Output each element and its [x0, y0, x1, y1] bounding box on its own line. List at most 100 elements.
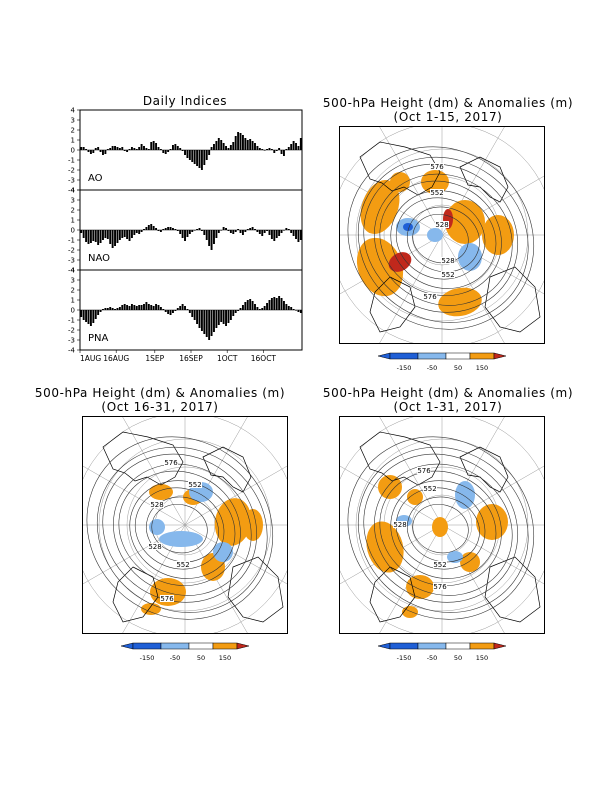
- map1-period: (Oct 1-15, 2017): [393, 110, 503, 124]
- x-tick-label: 1OCT: [217, 354, 238, 363]
- negative-anomaly: [427, 228, 443, 242]
- index-bar: [266, 303, 269, 310]
- contour-label: 552: [423, 485, 436, 493]
- colorbar-segment: [417, 642, 447, 650]
- index-bar: [282, 301, 285, 310]
- index-bar: [162, 150, 165, 153]
- positive-anomaly: [356, 237, 404, 297]
- index-bar: [171, 310, 174, 313]
- index-bar: [123, 230, 126, 237]
- index-bar: [89, 230, 92, 243]
- index-bar: [198, 228, 201, 230]
- index-bar: [203, 150, 206, 165]
- index-bar: [186, 150, 189, 158]
- index-label-ao: AO: [88, 173, 103, 184]
- height-contour: [96, 446, 268, 613]
- contour-label-bg: [433, 583, 447, 590]
- index-bar: [299, 310, 302, 313]
- contour-label-bg: [430, 163, 444, 170]
- index-bar: [234, 136, 237, 150]
- positive-anomaly: [445, 200, 485, 244]
- index-bar: [179, 306, 182, 310]
- height-contour: [357, 446, 529, 613]
- y-tick-label: 1: [71, 297, 75, 305]
- index-label-nao: NAO: [88, 253, 110, 264]
- index-bar: [111, 230, 114, 248]
- index-bar: [184, 230, 186, 241]
- index-bar: [290, 230, 293, 233]
- index-bar: [188, 230, 191, 234]
- height-contour: [357, 156, 529, 323]
- index-bar: [203, 230, 206, 235]
- index-bar: [99, 150, 102, 152]
- index-bar: [249, 228, 252, 230]
- index-bar: [111, 146, 114, 150]
- index-bar: [133, 148, 136, 150]
- index-bar: [295, 310, 297, 311]
- index-bar: [251, 141, 254, 150]
- index-bar: [143, 146, 145, 150]
- index-bar: [106, 308, 109, 310]
- y-tick-label: 1: [71, 137, 75, 145]
- contour-label: 576: [423, 293, 437, 301]
- positive-anomaly: [432, 517, 448, 537]
- meridian: [122, 524, 186, 633]
- index-bar: [152, 306, 155, 310]
- index-bar: [234, 230, 237, 232]
- index-bar: [138, 305, 141, 310]
- index-bar: [256, 146, 259, 150]
- index-bar: [285, 228, 288, 230]
- index-bar: [104, 150, 107, 154]
- contour-label: 528: [150, 501, 163, 509]
- index-bar: [280, 298, 283, 310]
- index-bar: [89, 310, 92, 326]
- index-bar: [261, 308, 264, 310]
- index-bar: [225, 146, 227, 150]
- index-bar: [118, 148, 121, 150]
- y-tick-label: -1: [68, 317, 75, 325]
- index-bar: [234, 310, 237, 313]
- colorbar-segment: [445, 352, 471, 360]
- y-tick-label: 3: [71, 277, 75, 285]
- contour-label-bg: [417, 467, 431, 474]
- index-label-pna: PNA: [88, 333, 109, 344]
- index-bar: [290, 307, 293, 310]
- positive-anomaly: [438, 287, 482, 317]
- x-tick-label: 16AUG: [103, 354, 129, 363]
- index-bar: [222, 310, 225, 324]
- index-bar: [106, 149, 109, 150]
- map3-colorbar-svg: -150 -50 50 150: [377, 642, 507, 662]
- colorbar-arrow-right: [236, 642, 250, 650]
- index-bar: [297, 146, 300, 150]
- coastline-north-america: [102, 431, 184, 486]
- index-bar: [208, 150, 211, 155]
- index-bar: [126, 230, 129, 239]
- index-bar: [94, 310, 97, 319]
- index-bar: [135, 306, 138, 310]
- colorbar-arrow-right: [493, 352, 507, 360]
- colorbar-segment: [469, 642, 495, 650]
- index-bar: [155, 304, 158, 310]
- index-bar: [232, 142, 235, 150]
- map1-svg: 576 552 528 528 552 576: [340, 127, 544, 343]
- index-bar: [133, 230, 136, 235]
- index-bar: [97, 230, 100, 245]
- colorbar-label: -150: [397, 654, 412, 662]
- index-bar: [263, 150, 266, 151]
- index-bar: [261, 230, 264, 236]
- index-bar: [278, 148, 281, 150]
- colorbar-label: 150: [476, 654, 488, 662]
- map2-colorbar: -150 -50 50 150: [113, 640, 253, 662]
- meridian: [83, 465, 186, 526]
- index-bar: [251, 301, 254, 310]
- index-bar: [213, 310, 215, 332]
- coastline-asia: [484, 266, 541, 333]
- index-bar: [263, 230, 266, 233]
- map2-panel: 576 552 528 528 552 576: [82, 416, 288, 634]
- positive-anomaly: [390, 172, 410, 192]
- x-tick-label: 16OCT: [251, 354, 277, 363]
- index-bar: [229, 310, 232, 320]
- index-bar: [140, 144, 143, 150]
- height-contour: [412, 214, 469, 264]
- index-bar: [181, 304, 184, 310]
